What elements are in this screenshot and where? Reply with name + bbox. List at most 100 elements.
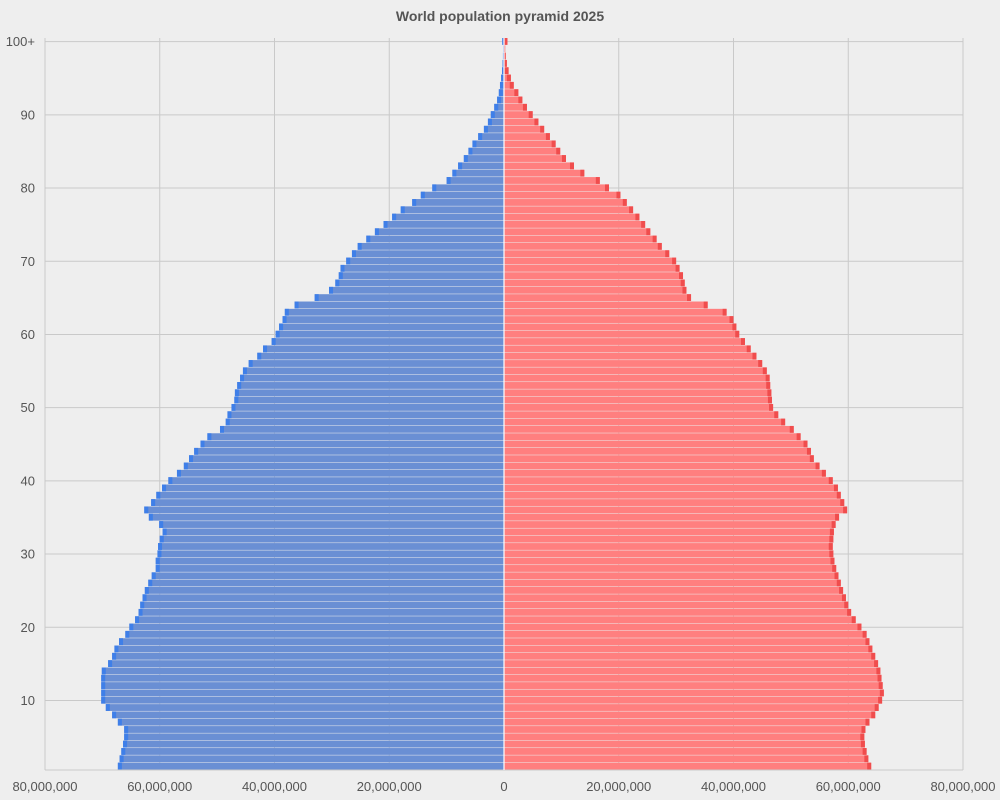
male-bar-edge bbox=[144, 506, 149, 514]
female-bar-age-64 bbox=[504, 301, 708, 309]
male-bar-age-27 bbox=[151, 572, 504, 580]
male-bar-edge bbox=[227, 411, 232, 419]
y-tick-label: 50 bbox=[21, 400, 35, 415]
male-bar-edge bbox=[101, 696, 106, 704]
female-bar-edge bbox=[796, 433, 801, 441]
female-bar-edge bbox=[561, 155, 566, 162]
y-tick-label: 40 bbox=[21, 473, 35, 488]
male-bar-edge bbox=[501, 74, 504, 82]
male-bar-age-56 bbox=[248, 360, 504, 367]
female-bar-age-16 bbox=[504, 652, 876, 660]
female-bar-age-76 bbox=[504, 213, 640, 221]
male-bar-age-78 bbox=[412, 199, 504, 206]
male-bar-age-23 bbox=[140, 601, 504, 609]
male-bar-edge bbox=[498, 89, 503, 97]
female-bar-edge bbox=[722, 308, 727, 316]
female-bar-edge bbox=[879, 689, 884, 697]
male-bar-edge bbox=[452, 169, 457, 177]
female-bar-edge bbox=[829, 535, 834, 543]
y-tick-label: 90 bbox=[21, 107, 35, 122]
female-bar-edge bbox=[828, 477, 833, 485]
female-bar-edge bbox=[514, 89, 519, 97]
male-bar-age-32 bbox=[159, 535, 504, 543]
male-bar-edge bbox=[151, 572, 156, 580]
male-bar-age-53 bbox=[237, 382, 505, 389]
female-bar-edge bbox=[595, 177, 600, 184]
female-bar-edge bbox=[687, 294, 692, 302]
male-bar-age-80 bbox=[432, 184, 504, 192]
x-tick-label: 60,000,000 bbox=[816, 779, 881, 794]
female-bar-age-14 bbox=[504, 667, 881, 675]
female-bar-edge bbox=[758, 360, 763, 367]
x-tick-label: 80,000,000 bbox=[930, 779, 995, 794]
female-bar-age-23 bbox=[504, 601, 849, 609]
female-bar-edge bbox=[506, 74, 511, 82]
male-bar-age-89 bbox=[487, 118, 504, 126]
male-bar-edge bbox=[502, 38, 504, 45]
male-bar-edge bbox=[140, 601, 145, 609]
male-bar-edge bbox=[124, 733, 129, 741]
male-bar-age-15 bbox=[108, 660, 505, 668]
male-bar-edge bbox=[279, 323, 284, 331]
male-bar-edge bbox=[275, 330, 280, 338]
female-bar-age-50 bbox=[504, 404, 774, 411]
male-bar-age-82 bbox=[452, 169, 504, 177]
female-bar-edge bbox=[874, 660, 879, 668]
male-bar-edge bbox=[101, 682, 106, 689]
male-bar-edge bbox=[129, 623, 134, 631]
female-bar-age-69 bbox=[504, 264, 680, 272]
female-bar-age-61 bbox=[504, 323, 737, 331]
female-bar-age-53 bbox=[504, 382, 771, 389]
male-bar-age-59 bbox=[271, 338, 504, 345]
male-bar-edge bbox=[234, 389, 239, 397]
male-bar-age-46 bbox=[207, 433, 504, 441]
male-bar-edge bbox=[383, 221, 388, 228]
female-bar-edge bbox=[867, 762, 872, 770]
male-bar-age-72 bbox=[357, 242, 504, 250]
male-bar-age-35 bbox=[148, 513, 504, 521]
female-bar-age-52 bbox=[504, 389, 772, 397]
male-bar-age-73 bbox=[366, 235, 504, 243]
y-axis-ticks: 10 20 30 40 50 60 70 80 90 100+ bbox=[6, 34, 35, 708]
male-bar-age-55 bbox=[242, 367, 504, 375]
female-bar-edge bbox=[878, 696, 883, 704]
male-bar-age-85 bbox=[468, 147, 504, 155]
female-bar-age-84 bbox=[504, 155, 566, 162]
male-bar-age-86 bbox=[472, 140, 504, 148]
female-bar-edge bbox=[831, 521, 836, 528]
female-bar-age-80 bbox=[504, 184, 609, 192]
female-bar-age-10 bbox=[504, 696, 883, 704]
female-bar-edge bbox=[504, 52, 506, 60]
male-bar-edge bbox=[117, 762, 122, 770]
female-bar-edge bbox=[766, 382, 771, 389]
female-bar-age-68 bbox=[504, 272, 684, 280]
male-bar-edge bbox=[207, 433, 212, 441]
female-bar-edge bbox=[646, 228, 651, 236]
male-bar-edge bbox=[114, 645, 119, 653]
female-bar-age-93 bbox=[504, 89, 519, 97]
female-bar-age-92 bbox=[504, 96, 523, 104]
male-bar-edge bbox=[155, 557, 160, 565]
male-bar-edge bbox=[225, 418, 230, 426]
male-bar-edge bbox=[112, 711, 117, 719]
male-bar-age-13 bbox=[101, 674, 504, 682]
female-bar-age-63 bbox=[504, 308, 727, 316]
female-bar-edge bbox=[806, 447, 811, 455]
male-bar-edge bbox=[357, 242, 362, 250]
female-bar-age-62 bbox=[504, 316, 734, 323]
female-bar-edge bbox=[629, 206, 634, 214]
female-bar-age-21 bbox=[504, 616, 856, 624]
female-bar-age-59 bbox=[504, 338, 745, 345]
male-bar-age-44 bbox=[194, 447, 505, 455]
female-bar-edge bbox=[635, 213, 640, 221]
male-bar-age-83 bbox=[458, 162, 504, 170]
female-bar-edge bbox=[835, 513, 840, 521]
x-tick-label: 0 bbox=[500, 779, 507, 794]
male-bar-age-33 bbox=[162, 528, 504, 536]
male-bar-edge bbox=[240, 374, 245, 382]
male-bar-age-76 bbox=[392, 213, 504, 221]
female-bar-age-45 bbox=[504, 440, 808, 448]
male-bar-age-75 bbox=[383, 221, 504, 228]
y-tick-label: 70 bbox=[21, 254, 35, 269]
male-bar-age-71 bbox=[351, 250, 504, 258]
